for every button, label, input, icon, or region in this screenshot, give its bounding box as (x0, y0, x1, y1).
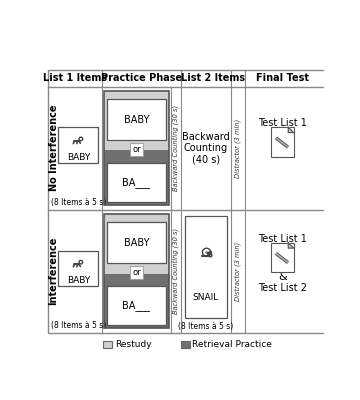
Bar (58, 127, 99, 163)
Text: Distractor (3 min): Distractor (3 min) (235, 118, 241, 178)
Text: (8 Items à 5 s): (8 Items à 5 s) (178, 322, 233, 331)
Bar (104, 214, 169, 328)
Text: (8 Items à 5 s): (8 Items à 5 s) (51, 321, 106, 330)
Bar (107, 163, 166, 202)
Bar (271, 127, 294, 156)
Text: BABY: BABY (124, 238, 149, 248)
Bar (107, 222, 166, 263)
Bar (104, 214, 169, 274)
Bar (58, 250, 99, 286)
Bar (107, 99, 166, 140)
Circle shape (79, 260, 83, 264)
Text: List 1 Items: List 1 Items (43, 73, 107, 83)
Text: BABY: BABY (124, 115, 149, 125)
Text: Test List 1: Test List 1 (258, 118, 307, 128)
Text: BA___: BA___ (122, 300, 150, 311)
Bar (104, 150, 169, 205)
Circle shape (209, 254, 212, 257)
Text: BABY: BABY (67, 153, 90, 162)
Text: Backward
Counting
(40 s): Backward Counting (40 s) (182, 132, 230, 165)
Bar (104, 91, 169, 205)
Bar (48, 70, 325, 333)
Text: Distractor (3 min): Distractor (3 min) (235, 242, 241, 301)
Bar (185, 216, 227, 318)
Polygon shape (288, 127, 294, 132)
Bar (104, 91, 169, 150)
Text: Backward Counting (30 s): Backward Counting (30 s) (173, 228, 179, 314)
Text: Practice Phase: Practice Phase (100, 73, 182, 83)
Text: BA___: BA___ (122, 177, 150, 188)
Text: Backward Counting (30 s): Backward Counting (30 s) (173, 105, 179, 191)
Bar (107, 286, 166, 325)
Text: or: or (132, 145, 141, 154)
Text: Restudy: Restudy (115, 340, 151, 349)
Text: No Interference: No Interference (49, 105, 59, 191)
Text: (8 Items à 5 s): (8 Items à 5 s) (51, 198, 106, 206)
Text: or: or (132, 268, 141, 277)
Text: &: & (278, 272, 287, 282)
Text: Test List 1: Test List 1 (258, 234, 307, 244)
Text: BABY: BABY (67, 276, 90, 285)
Text: SNAIL: SNAIL (193, 293, 219, 302)
Polygon shape (288, 243, 294, 248)
Text: List 2 Items: List 2 Items (181, 73, 245, 83)
Bar (271, 243, 294, 272)
Circle shape (202, 248, 211, 256)
Text: Interference: Interference (49, 237, 59, 306)
Bar (104, 274, 169, 328)
Bar (181, 341, 190, 348)
Text: Test List 2: Test List 2 (258, 283, 307, 293)
Circle shape (79, 137, 83, 141)
Bar (103, 341, 112, 348)
Text: Retrieval Practice: Retrieval Practice (192, 340, 272, 349)
Text: Final Test: Final Test (256, 73, 309, 83)
